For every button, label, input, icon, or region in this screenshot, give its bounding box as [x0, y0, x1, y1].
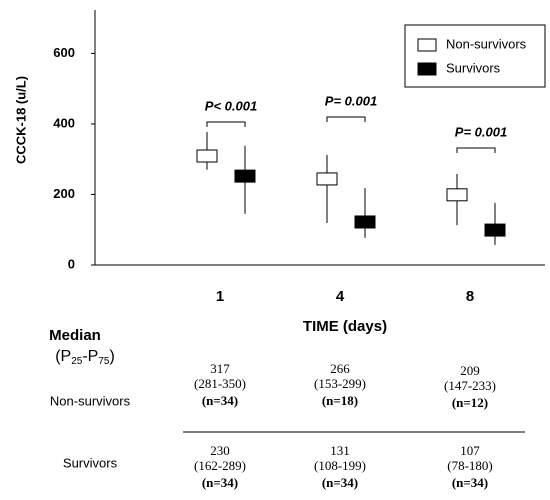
median-box — [196, 149, 218, 163]
table-cell: (n=18) — [322, 393, 358, 408]
table-cell: (78-180) — [447, 458, 493, 473]
median-box — [354, 215, 376, 229]
x-axis-label: TIME (days) — [303, 318, 387, 335]
p-value: P= 0.001 — [325, 93, 377, 108]
median-box — [234, 169, 256, 183]
y-tick-label: 200 — [53, 186, 75, 201]
table-cell: 317 — [210, 361, 230, 376]
legend-swatch — [417, 62, 437, 76]
table-cell: (n=34) — [452, 475, 488, 490]
header-part: ) — [109, 348, 114, 365]
table-cell: 266 — [330, 361, 350, 376]
table-cell: (108-199) — [314, 458, 366, 473]
legend-label: Non-survivors — [446, 36, 527, 51]
y-axis-label: CCCK-18 (u/L) — [13, 76, 28, 164]
median-box — [316, 172, 338, 186]
header-part: 75 — [98, 356, 110, 367]
bracket — [326, 116, 366, 122]
table-cell: 107 — [460, 443, 480, 458]
bracket — [206, 121, 246, 127]
x-tick-label: 1 — [216, 288, 224, 305]
table-header-sub: (P25-P75) — [55, 348, 115, 366]
header-part: -P — [82, 348, 98, 365]
p-value: P= 0.001 — [455, 124, 507, 139]
table-header: Median — [49, 327, 101, 344]
table-cell: (147-233) — [444, 378, 496, 393]
table-cell: (n=12) — [452, 395, 488, 410]
table-cell: (n=34) — [202, 393, 238, 408]
median-box — [484, 223, 506, 237]
p-value: P< 0.001 — [205, 98, 257, 113]
y-tick-label: 400 — [53, 115, 75, 130]
table-cell: 209 — [460, 363, 480, 378]
header-part: 25 — [71, 356, 83, 367]
x-tick-label: 8 — [466, 288, 474, 305]
y-tick-label: 0 — [68, 256, 75, 271]
bracket — [456, 147, 496, 153]
table-cell: 131 — [330, 443, 350, 458]
table-cell: (162-289) — [194, 458, 246, 473]
table-cell: (281-350) — [194, 376, 246, 391]
legend-swatch — [417, 38, 437, 52]
header-part: (P — [55, 348, 71, 365]
row-label: Non-survivors — [50, 393, 131, 408]
table-cell: (n=34) — [322, 475, 358, 490]
legend-box — [404, 24, 546, 88]
row-label: Survivors — [63, 455, 118, 470]
x-tick-label: 4 — [336, 288, 345, 305]
table-cell: (153-299) — [314, 376, 366, 391]
table-cell: (n=34) — [202, 475, 238, 490]
median-box — [446, 188, 468, 202]
y-tick-label: 600 — [53, 45, 75, 60]
legend-label: Survivors — [446, 60, 501, 75]
table-cell: 230 — [210, 443, 230, 458]
